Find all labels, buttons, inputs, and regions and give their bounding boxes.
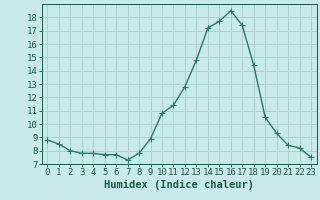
- X-axis label: Humidex (Indice chaleur): Humidex (Indice chaleur): [104, 180, 254, 190]
